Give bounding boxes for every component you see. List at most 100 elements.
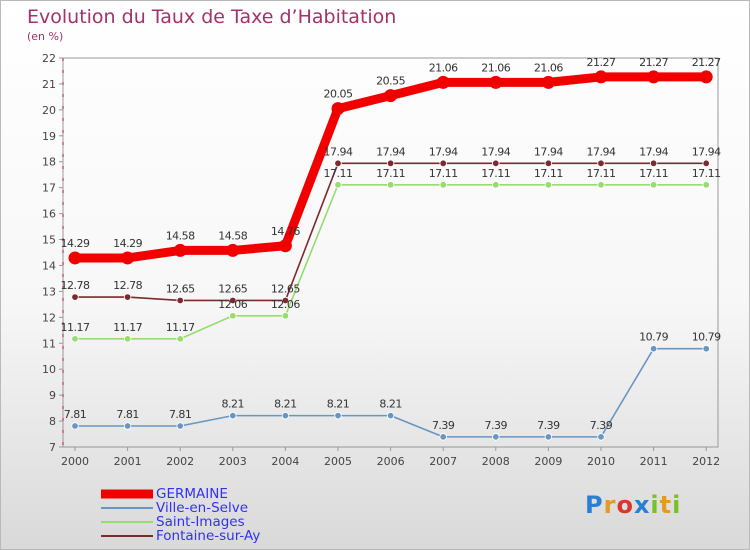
data-label: 17.11 xyxy=(376,167,405,180)
data-label: 10.79 xyxy=(692,331,721,344)
x-tick-label: 2009 xyxy=(534,455,562,468)
data-label: 7.39 xyxy=(590,419,613,432)
data-point xyxy=(439,159,447,167)
data-label: 11.17 xyxy=(61,321,90,334)
chart-subtitle: (en %) xyxy=(27,30,64,43)
data-label: 14.76 xyxy=(271,225,300,238)
data-point xyxy=(489,75,503,89)
y-tick-label: 14 xyxy=(42,259,56,272)
legend-label-ville-en-selve: Ville-en-Selve xyxy=(156,500,249,516)
data-point xyxy=(71,293,79,301)
data-label: 17.94 xyxy=(429,145,458,158)
data-label: 12.65 xyxy=(218,282,247,295)
logo-letter: t xyxy=(659,491,673,519)
data-label: 7.39 xyxy=(537,419,560,432)
data-label: 12.78 xyxy=(113,279,142,292)
y-tick-label: 9 xyxy=(49,389,56,402)
data-label: 12.06 xyxy=(218,298,247,311)
data-point xyxy=(386,411,395,420)
data-label: 12.06 xyxy=(271,298,300,311)
data-label: 7.39 xyxy=(485,419,508,432)
data-label: 17.11 xyxy=(481,167,510,180)
data-label: 17.94 xyxy=(534,145,563,158)
data-label: 21.06 xyxy=(481,61,510,74)
data-point xyxy=(699,70,713,84)
legend-swatch-fontaine-sur-ay xyxy=(101,535,153,537)
series-line-2 xyxy=(74,184,708,340)
data-label: 17.11 xyxy=(692,167,721,180)
y-tick-label: 7 xyxy=(49,441,56,454)
data-point xyxy=(281,296,290,305)
data-label: 17.94 xyxy=(692,145,721,158)
data-label: 14.58 xyxy=(218,229,247,242)
legend-label-germaine: GERMAINE xyxy=(156,486,228,502)
x-tick-label: 2003 xyxy=(219,455,247,468)
data-label: 17.94 xyxy=(376,145,405,158)
data-label: 8.21 xyxy=(379,398,402,411)
data-point xyxy=(702,181,710,189)
data-label: 17.94 xyxy=(639,145,668,158)
y-tick-label: 12 xyxy=(42,311,56,324)
data-label: 14.29 xyxy=(61,237,90,250)
legend-label-saint-images: Saint-Images xyxy=(156,514,245,530)
data-point xyxy=(123,293,132,301)
data-label: 12.65 xyxy=(271,282,300,295)
data-label: 10.79 xyxy=(639,331,668,344)
data-point xyxy=(176,296,184,305)
data-label: 17.11 xyxy=(324,167,353,180)
legend-swatch-saint-images xyxy=(101,521,153,523)
data-label: 20.05 xyxy=(324,88,353,101)
data-point xyxy=(226,243,240,257)
data-label: 21.06 xyxy=(429,61,458,74)
data-label: 17.94 xyxy=(587,145,616,158)
data-point xyxy=(68,251,82,265)
data-label: 17.94 xyxy=(324,145,353,158)
data-point xyxy=(702,159,710,167)
x-tick-label: 2010 xyxy=(587,455,615,468)
legend-swatch-ville-en-selve xyxy=(101,507,153,509)
data-point xyxy=(229,312,237,320)
x-tick-label: 2006 xyxy=(377,455,405,468)
data-label: 11.17 xyxy=(166,321,195,334)
logo-letter: i xyxy=(650,491,660,519)
x-tick-label: 2008 xyxy=(482,455,510,468)
x-tick-label: 2001 xyxy=(114,455,142,468)
data-label: 8.21 xyxy=(327,398,350,411)
data-label: 21.27 xyxy=(639,56,668,69)
data-label: 17.11 xyxy=(639,167,668,180)
logo-letter: r xyxy=(603,491,617,519)
data-point xyxy=(71,422,79,430)
data-point xyxy=(173,243,187,257)
data-point xyxy=(702,345,710,353)
data-point xyxy=(121,251,135,265)
data-point xyxy=(334,181,342,189)
y-tick-label: 11 xyxy=(42,337,56,350)
y-tick-label: 13 xyxy=(42,285,56,298)
data-point xyxy=(334,411,342,420)
logo-letter: i xyxy=(672,491,682,519)
data-point xyxy=(281,312,290,320)
data-label: 17.94 xyxy=(481,145,510,158)
data-label: 20.55 xyxy=(376,75,405,88)
data-label: 8.21 xyxy=(274,398,297,411)
x-tick-label: 2012 xyxy=(692,455,720,468)
data-point xyxy=(436,75,450,89)
data-label: 21.27 xyxy=(587,56,616,69)
data-point xyxy=(544,181,553,189)
data-point xyxy=(492,433,500,441)
data-point xyxy=(176,422,184,430)
x-tick-label: 2004 xyxy=(271,455,299,468)
data-point xyxy=(123,335,132,343)
y-tick-label: 17 xyxy=(42,182,56,195)
y-tick-label: 15 xyxy=(42,234,56,247)
data-point xyxy=(71,335,79,343)
data-label: 7.81 xyxy=(64,408,87,421)
data-point xyxy=(597,433,605,441)
x-tick-label: 2005 xyxy=(324,455,352,468)
data-point xyxy=(439,433,447,441)
logo-letter: P xyxy=(585,491,604,519)
data-point xyxy=(649,345,658,353)
data-point xyxy=(176,335,184,343)
data-point xyxy=(123,422,132,430)
